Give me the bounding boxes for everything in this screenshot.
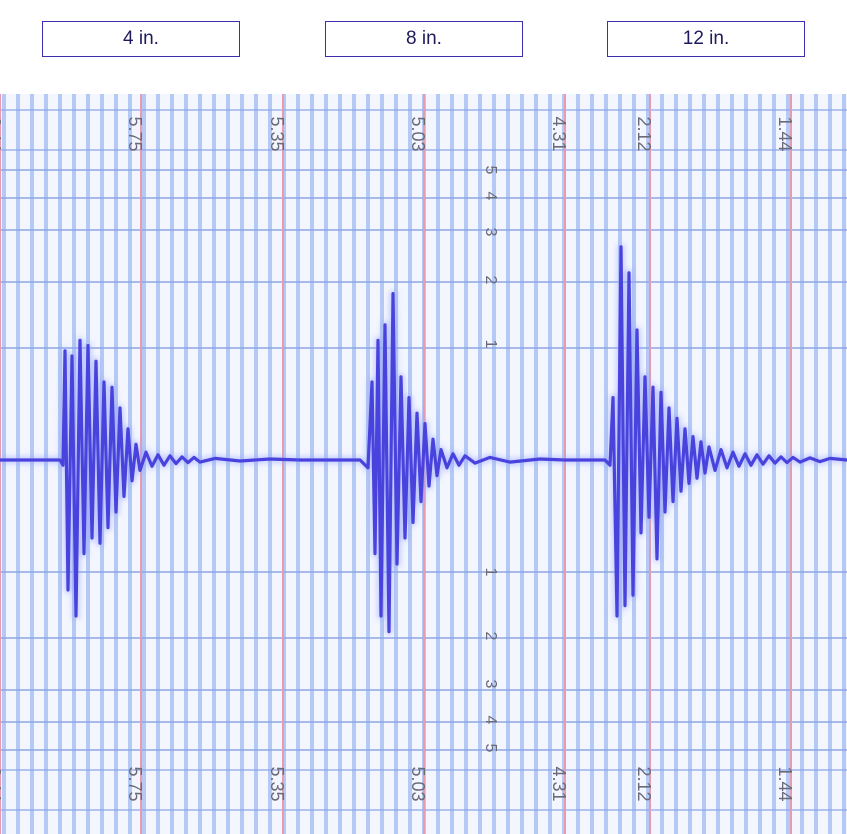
amplitude-label: 2 bbox=[482, 276, 499, 285]
top-tick-label: 4.31 bbox=[549, 116, 569, 151]
top-tick-label: 5.35 bbox=[267, 116, 287, 151]
amplitude-label: 5 bbox=[482, 166, 499, 175]
bottom-tick-label: 5.75 bbox=[125, 766, 145, 801]
bottom-tick-label: 5.35 bbox=[267, 766, 287, 801]
bottom-tick-label: 5.03 bbox=[408, 766, 428, 801]
bottom-tick-label: 4.31 bbox=[549, 766, 569, 801]
amplitude-label: 2 bbox=[482, 632, 499, 641]
label-12-in: 12 in. bbox=[607, 21, 805, 57]
amplitude-label: 4 bbox=[482, 192, 499, 201]
bottom-tick-label: 1.44 bbox=[775, 766, 795, 801]
label-4-in: 4 in. bbox=[42, 21, 240, 57]
amplitude-label: 4 bbox=[482, 716, 499, 725]
bottom-tick-label: 2.12 bbox=[634, 766, 654, 801]
bottom-tick-label: 6.44 bbox=[0, 766, 4, 801]
waveform-series-0 bbox=[0, 338, 302, 618]
top-tick-label: 5.75 bbox=[125, 116, 145, 151]
amplitude-label: 1 bbox=[482, 340, 499, 349]
waveform-series-1 bbox=[298, 292, 567, 634]
top-tick-label: 1.44 bbox=[775, 116, 795, 151]
amplitude-label: 1 bbox=[482, 568, 499, 577]
waveform-series-2 bbox=[563, 245, 847, 618]
top-tick-label: 5.03 bbox=[408, 116, 428, 151]
top-tick-label: 2.12 bbox=[634, 116, 654, 151]
top-tick-label: 6.44 bbox=[0, 116, 4, 151]
amplitude-label: 3 bbox=[482, 228, 499, 237]
label-8-in: 8 in. bbox=[325, 21, 523, 57]
amplitude-label: 3 bbox=[482, 680, 499, 689]
seismograph-chart: 6.44 5.75 5.35 5.03 4.31 2.12 1.44 6.44 5.75 5.35… bbox=[0, 94, 847, 834]
amplitude-label: 5 bbox=[482, 744, 499, 753]
